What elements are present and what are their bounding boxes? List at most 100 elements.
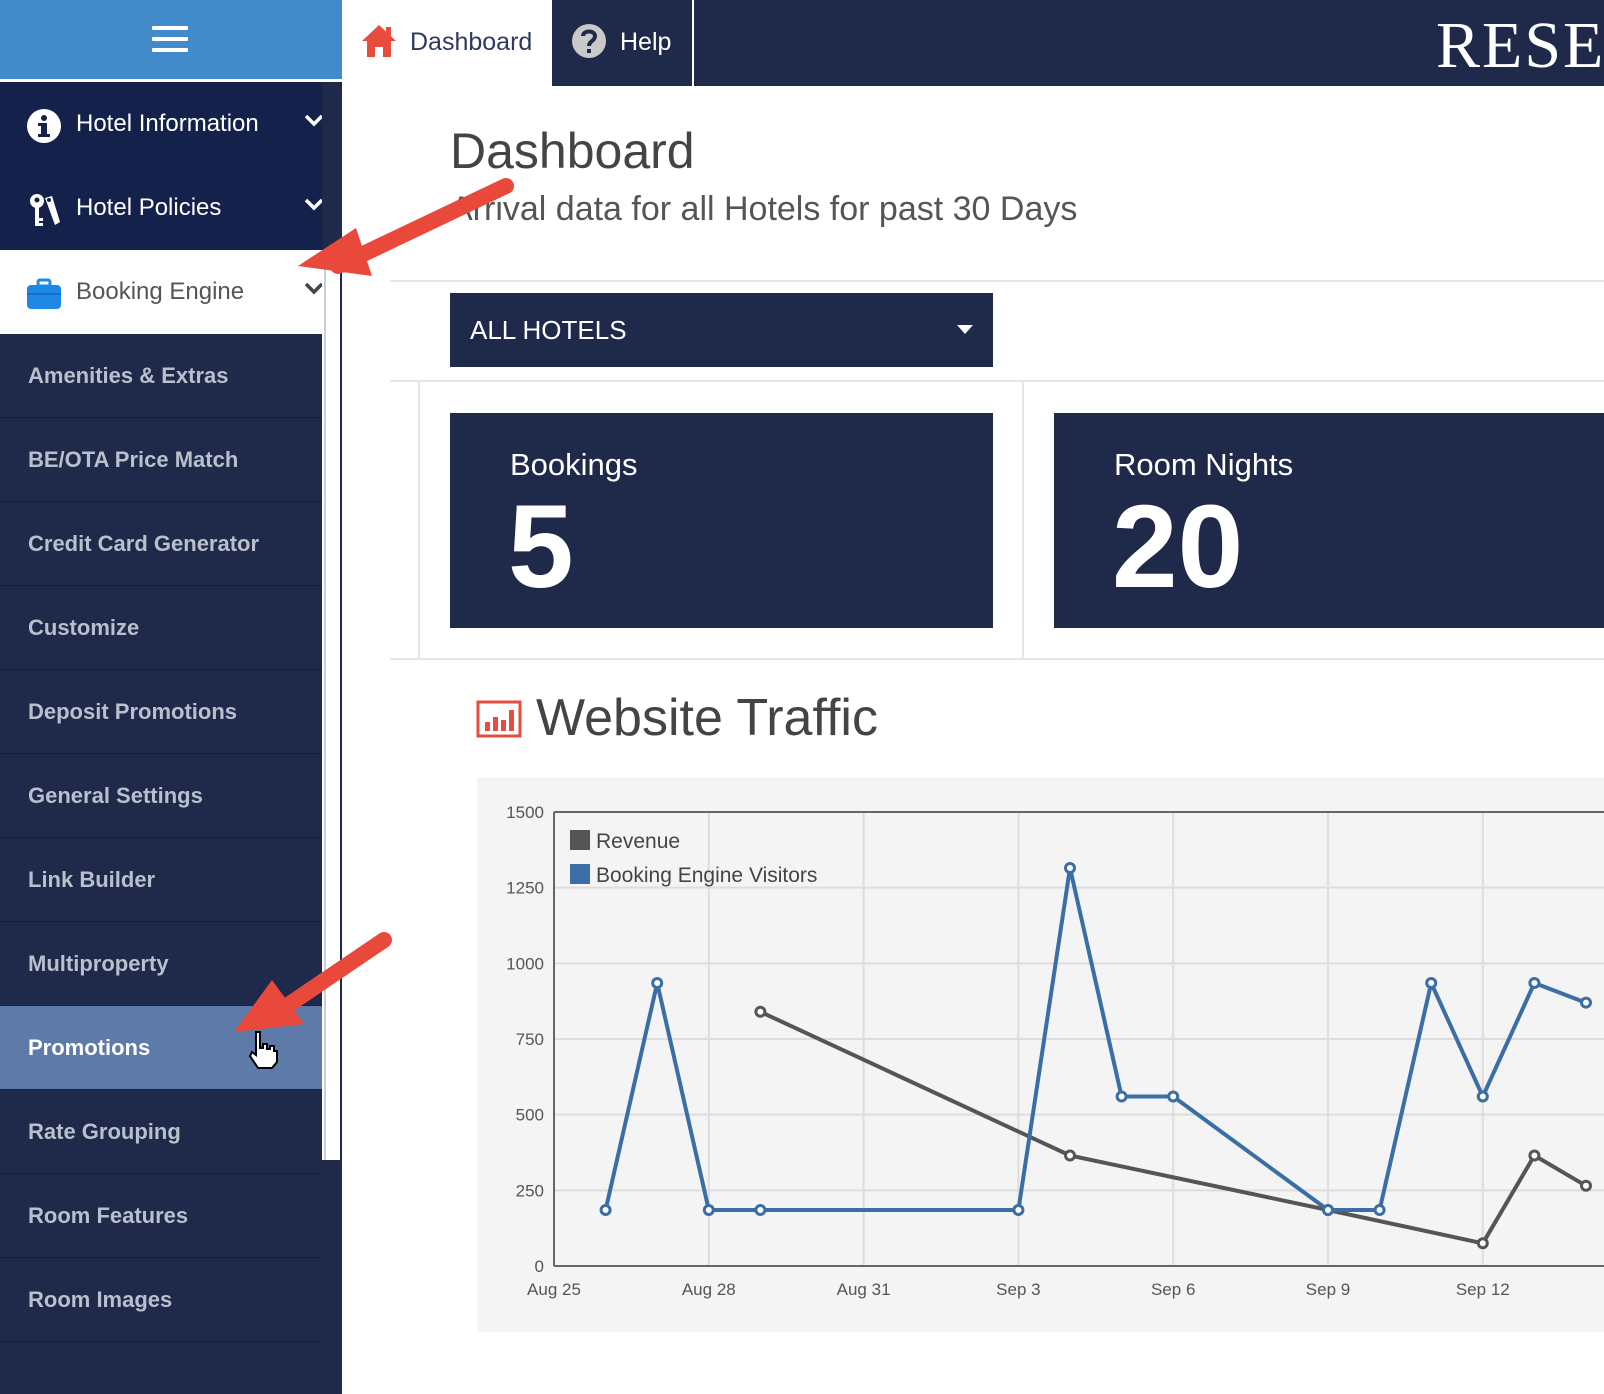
scrollbar-thumb[interactable] xyxy=(324,250,340,1160)
sidebar-item-label: Booking Engine xyxy=(76,278,245,305)
sidebar-item-credit-card-generator[interactable]: Credit Card Generator xyxy=(0,502,322,586)
sidebar-item-customize[interactable]: Customize xyxy=(0,586,322,670)
top-navigation-bar: Dashboard Help RESE xyxy=(342,0,1604,86)
stat-label: Bookings xyxy=(510,447,638,482)
y-tick-label: 1500 xyxy=(506,803,544,822)
sidebar-item-label: Amenities & Extras xyxy=(28,363,229,388)
brand-logo[interactable]: RESE xyxy=(1436,9,1604,82)
data-point-booking-engine-visitors xyxy=(651,977,664,990)
data-point-booking-engine-visitors xyxy=(1322,1204,1334,1217)
sidebar-item-label: Link Builder xyxy=(28,867,156,892)
data-point-booking-engine-visitors xyxy=(1064,861,1076,874)
sidebar-item-amenities-extras[interactable]: Amenities & Extras xyxy=(0,334,322,418)
menu-toggle-button[interactable] xyxy=(0,0,342,82)
sidebar-scrollbar[interactable] xyxy=(322,82,342,1394)
tab-label: Dashboard xyxy=(410,28,533,56)
sidebar-item-hotel-policies[interactable]: Hotel Policies xyxy=(0,166,324,250)
sidebar-item-link-builder[interactable]: Link Builder xyxy=(0,838,322,922)
sidebar-item-rate-grouping[interactable]: Rate Grouping xyxy=(0,1090,322,1174)
stat-card-bookings: Bookings 5 xyxy=(450,413,993,628)
y-tick-label: 0 xyxy=(535,1257,544,1276)
stat-value: 5 xyxy=(508,481,574,613)
sidebar-menu: Hotel Information Hotel Policies xyxy=(0,82,324,1394)
data-point-revenue xyxy=(1064,1149,1076,1162)
home-icon xyxy=(362,25,396,57)
scrollbar-track[interactable] xyxy=(322,1160,340,1394)
x-tick-label: Aug 31 xyxy=(837,1280,891,1299)
chevron-down-icon[interactable] xyxy=(302,192,326,216)
hand-pointer-icon xyxy=(248,1031,278,1069)
sidebar-item-deposit-promotions[interactable]: Deposit Promotions xyxy=(0,670,322,754)
data-point-booking-engine-visitors xyxy=(1115,1090,1128,1103)
bar-chart-icon xyxy=(476,700,522,738)
chevron-down-icon[interactable] xyxy=(302,108,326,132)
data-point-booking-engine-visitors xyxy=(1528,977,1541,990)
data-point-revenue xyxy=(1528,1149,1541,1162)
scrollbar-track[interactable] xyxy=(322,82,340,250)
sidebar-item-label: Room Features xyxy=(28,1203,189,1228)
traffic-chart: 0 250 500 750 1000 1250 1500 Aug 25 Aug 28 Aug 31… xyxy=(506,803,1604,1299)
sidebar-item-label: Hotel Policies xyxy=(76,194,222,221)
legend-label-booking-engine-visitors: Booking Engine Visitors xyxy=(596,864,817,887)
divider xyxy=(390,380,1604,382)
section-title: Website Traffic xyxy=(536,689,878,747)
legend-swatch-revenue xyxy=(570,830,590,850)
chevron-down-icon[interactable] xyxy=(302,276,326,300)
sidebar-item-label: Promotions xyxy=(28,1035,151,1060)
y-tick-label: 1250 xyxy=(506,879,544,898)
traffic-chart-panel: 0 250 500 750 1000 1250 1500 Aug 25 Aug 28 Aug 31… xyxy=(477,778,1604,1332)
data-point-revenue xyxy=(1580,1179,1592,1192)
tab-label: Help xyxy=(620,28,672,56)
divider xyxy=(418,382,420,658)
sidebar-item-label: Hotel Information xyxy=(76,110,259,137)
sidebar-item-room-features[interactable]: Room Features xyxy=(0,1174,322,1258)
sidebar-item-label: Customize xyxy=(28,615,140,640)
data-point-booking-engine-visitors xyxy=(1373,1204,1386,1217)
data-point-booking-engine-visitors xyxy=(754,1204,767,1217)
legend-label-revenue: Revenue xyxy=(596,830,680,853)
data-point-revenue xyxy=(1476,1237,1489,1250)
sidebar-item-general-settings[interactable]: General Settings xyxy=(0,754,322,838)
tab-help[interactable]: Help xyxy=(552,0,694,86)
y-tick-label: 500 xyxy=(516,1106,544,1125)
sidebar-item-hotel-information[interactable]: Hotel Information xyxy=(0,82,324,166)
legend-swatch-booking-engine-visitors xyxy=(570,864,590,884)
x-tick-label: Aug 25 xyxy=(527,1280,581,1299)
data-point-booking-engine-visitors xyxy=(1476,1090,1489,1103)
keys-icon xyxy=(30,194,60,226)
question-icon xyxy=(572,24,606,58)
sidebar-item-booking-engine[interactable]: Booking Engine xyxy=(0,250,324,334)
stat-value: 20 xyxy=(1112,481,1244,613)
sidebar-item-label: Multiproperty xyxy=(28,951,169,976)
data-point-booking-engine-visitors xyxy=(1167,1090,1180,1103)
sidebar-item-multiproperty[interactable]: Multiproperty xyxy=(0,922,322,1006)
sidebar-item-label: BE/OTA Price Match xyxy=(28,447,239,472)
series-line-booking-engine-visitors xyxy=(603,866,1587,1212)
y-tick-label: 250 xyxy=(516,1181,544,1200)
hotel-select-value: ALL HOTELS xyxy=(470,315,627,345)
data-point-booking-engine-visitors xyxy=(1580,996,1592,1009)
sidebar-item-label: Rate Grouping xyxy=(28,1119,181,1144)
page-subtitle: Arrival data for all Hotels for past 30 … xyxy=(450,190,1078,228)
sidebar-item-be-ota-price-match[interactable]: BE/OTA Price Match xyxy=(0,418,322,502)
tab-dashboard[interactable]: Dashboard xyxy=(342,0,552,86)
data-point-revenue xyxy=(754,1005,767,1018)
y-tick-label: 750 xyxy=(516,1030,544,1049)
divider xyxy=(1022,382,1024,658)
sidebar-item-label: Room Images xyxy=(28,1287,173,1312)
sidebar-item-label: Deposit Promotions xyxy=(28,699,238,724)
info-icon xyxy=(27,109,61,143)
hotel-select-dropdown[interactable]: ALL HOTELS xyxy=(450,293,993,367)
hamburger-icon[interactable] xyxy=(152,26,188,52)
x-tick-label: Sep 6 xyxy=(1151,1280,1195,1299)
data-point-booking-engine-visitors xyxy=(702,1204,715,1217)
divider xyxy=(390,280,1604,282)
data-point-booking-engine-visitors xyxy=(1012,1204,1025,1217)
y-tick-label: 1000 xyxy=(506,954,544,973)
sidebar-item-label: General Settings xyxy=(28,783,203,808)
data-point-booking-engine-visitors xyxy=(599,1204,612,1217)
x-tick-label: Sep 9 xyxy=(1306,1280,1350,1299)
sidebar-item-room-images[interactable]: Room Images xyxy=(0,1258,322,1342)
stat-card-room-nights: Room Nights 20 xyxy=(1054,413,1604,628)
stat-label: Room Nights xyxy=(1114,447,1294,482)
